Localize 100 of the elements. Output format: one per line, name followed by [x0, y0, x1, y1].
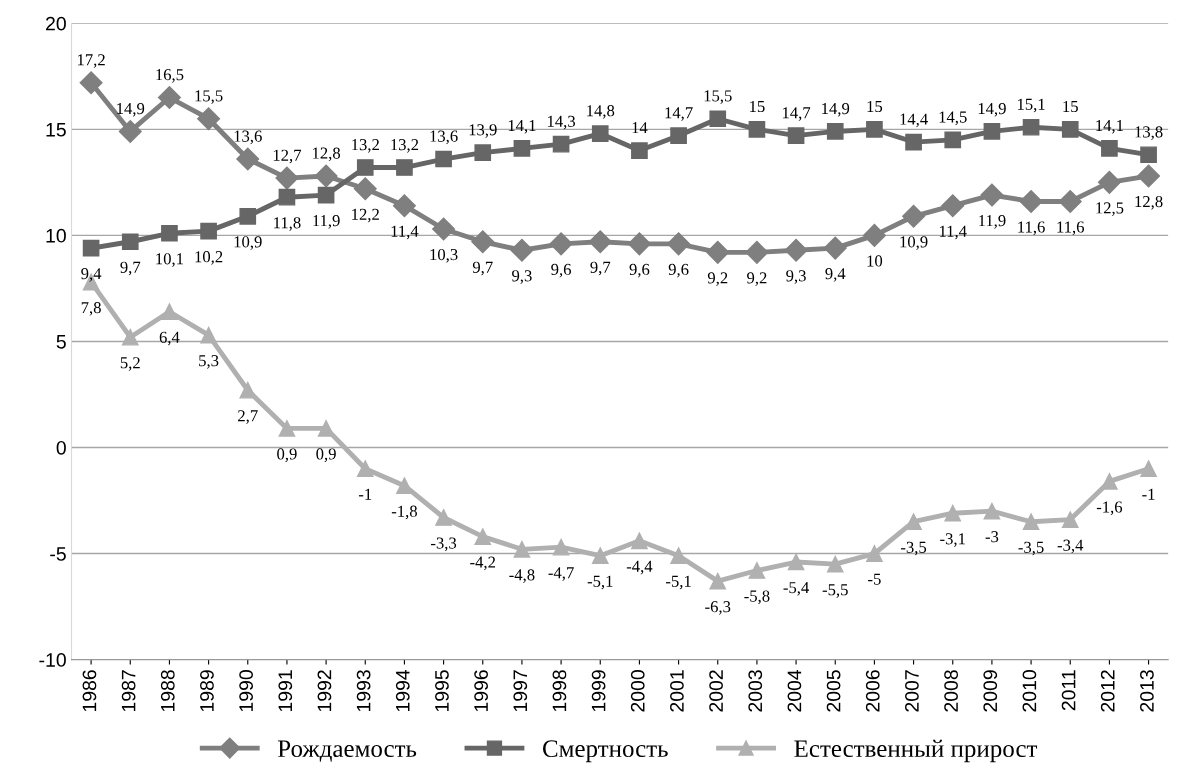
point [826, 123, 844, 140]
data-label: 10,3 [430, 248, 458, 263]
point [317, 420, 335, 437]
point [866, 120, 883, 138]
point [161, 224, 178, 242]
x-tick-label: 2001 [670, 670, 684, 712]
x-tick-label: 2004 [787, 669, 802, 712]
data-label: 14,7 [782, 107, 811, 121]
data-label: 13,9 [469, 124, 497, 138]
data-label: 11,4 [939, 225, 967, 240]
point [353, 177, 377, 201]
x-tick-label: 2010 [1022, 670, 1037, 712]
point [396, 477, 413, 495]
x-tick-label: 2000 [630, 670, 645, 712]
point [278, 188, 296, 206]
point [392, 194, 416, 218]
data-label: 13,6 [234, 130, 262, 145]
data-label: 11,6 [1057, 221, 1085, 236]
x-tick-label: 1999 [591, 670, 606, 712]
point [82, 239, 100, 257]
data-label: -5,4 [783, 582, 810, 596]
point [1101, 140, 1118, 157]
data-label: 9,6 [668, 263, 689, 278]
point [631, 142, 648, 159]
data-label: 12,2 [352, 208, 379, 223]
data-label: -4,2 [470, 556, 496, 571]
point [432, 217, 456, 241]
data-label: 15,5 [704, 90, 732, 104]
point [1140, 146, 1157, 164]
point [118, 119, 142, 143]
data-label: 0,9 [277, 448, 297, 462]
data-label: 0,9 [316, 448, 336, 462]
point [121, 233, 139, 251]
data-label: 9,7 [120, 261, 141, 276]
point [588, 230, 612, 254]
point [121, 328, 139, 346]
data-label: 15 [867, 100, 883, 113]
point [591, 125, 609, 142]
data-label: 13,8 [1135, 126, 1163, 140]
point [510, 238, 534, 262]
point [278, 420, 296, 437]
data-label: -1,6 [1096, 501, 1123, 515]
point [513, 540, 531, 558]
x-tick-label: 2006 [865, 670, 880, 712]
point [980, 183, 1004, 207]
x-tick-label: 1995 [435, 670, 449, 712]
data-label: 14,1 [508, 119, 536, 134]
data-label: 13,6 [430, 130, 458, 145]
x-tick-label: 2005 [826, 670, 841, 712]
y-tick-label: 5 [56, 335, 66, 349]
data-label: 14,3 [547, 115, 576, 130]
x-tick-label: 2002 [709, 670, 723, 712]
point [200, 326, 217, 344]
x-tick-label: 2008 [944, 670, 958, 712]
x-tick-label: 1997 [513, 670, 528, 712]
data-label: -5,5 [822, 584, 848, 598]
data-label: -4,4 [626, 560, 653, 575]
point [826, 555, 844, 573]
data-label: 15,5 [195, 90, 223, 104]
point [670, 547, 687, 565]
data-label: 12,8 [1135, 195, 1163, 210]
point [435, 150, 452, 168]
point [905, 133, 922, 151]
data-label: -5,8 [744, 590, 770, 605]
data-label: -6,3 [705, 601, 731, 615]
data-label: 12,7 [273, 149, 302, 164]
y-tick-label: 0 [56, 440, 66, 455]
point [670, 127, 687, 145]
point [396, 159, 413, 176]
data-label: -3,1 [940, 533, 965, 547]
data-label: 9,3 [786, 270, 806, 284]
data-label: 15,1 [1017, 98, 1045, 113]
point [784, 238, 808, 262]
data-label: 14,7 [665, 107, 693, 121]
data-label: -3,3 [431, 537, 457, 552]
point [905, 513, 922, 531]
point [435, 509, 452, 526]
data-label: 10 [867, 255, 883, 267]
point [1061, 120, 1079, 138]
point [1137, 164, 1161, 188]
data-label: 5,3 [199, 355, 219, 369]
point [157, 86, 181, 110]
data-label: 9,4 [825, 268, 846, 282]
y-tick-label: 15 [46, 123, 66, 137]
point [631, 532, 648, 550]
data-label: -5,1 [587, 575, 613, 590]
x-tick-label: 1992 [317, 670, 332, 712]
point [591, 547, 609, 565]
data-label: -1,8 [391, 505, 417, 520]
y-tick-label: -10 [39, 653, 66, 667]
point [823, 236, 847, 260]
legend-label: Смертность [542, 740, 668, 763]
data-label: -1 [1142, 488, 1155, 500]
point [513, 140, 531, 157]
x-tick-label: 1991 [278, 670, 293, 712]
point [706, 240, 730, 264]
data-label: 13,2 [391, 139, 419, 153]
data-label: 9,7 [590, 261, 611, 276]
x-tick-label: 1998 [552, 670, 567, 712]
data-label: 9,6 [551, 263, 572, 278]
